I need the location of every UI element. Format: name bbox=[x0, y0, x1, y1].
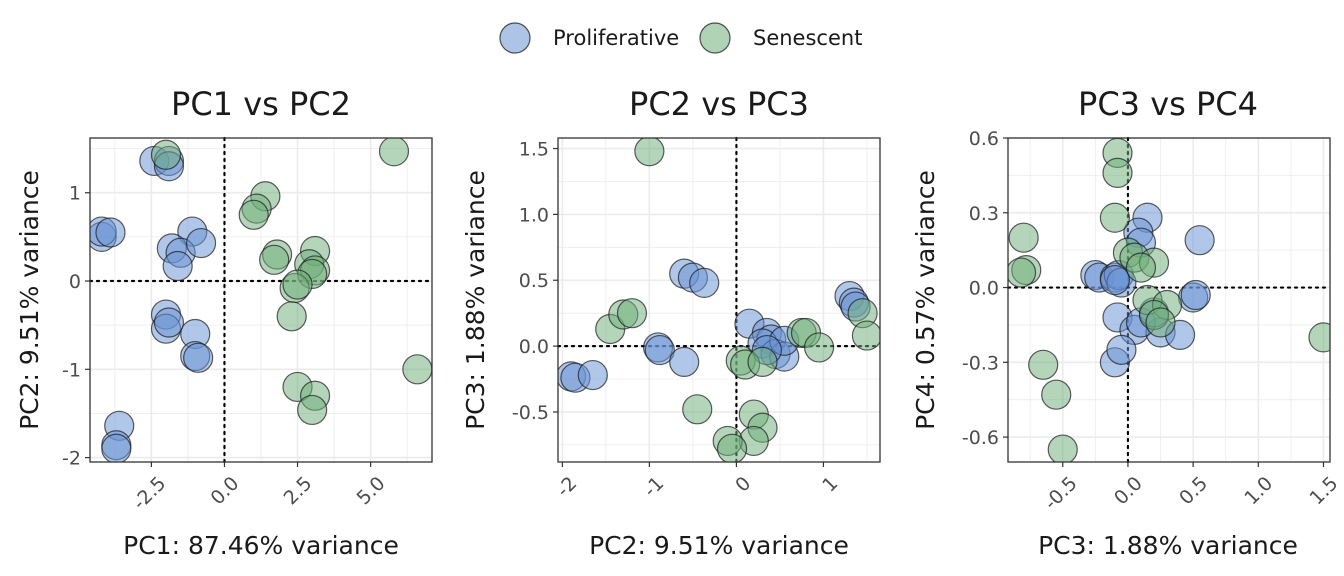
point-senescent bbox=[634, 138, 665, 167]
point-senescent bbox=[402, 354, 432, 385]
point-proliferative bbox=[689, 267, 720, 298]
y-tick-label: 0 bbox=[69, 271, 81, 293]
x-tick-label: 1 bbox=[818, 472, 842, 496]
point-senescent bbox=[1028, 349, 1059, 380]
legend-key-proliferative bbox=[499, 22, 531, 54]
data-points bbox=[90, 138, 432, 462]
y-tick-label: -0.3 bbox=[962, 352, 999, 374]
panel-background bbox=[558, 138, 880, 462]
point-senescent bbox=[259, 244, 290, 275]
x-tick-label: -1 bbox=[639, 472, 668, 501]
point-senescent bbox=[716, 433, 748, 462]
point-proliferative bbox=[162, 250, 193, 282]
point-senescent bbox=[378, 138, 410, 167]
point-senescent bbox=[1008, 257, 1037, 288]
y-tick-label: 0.5 bbox=[519, 270, 549, 292]
x-tick-label: -0.5 bbox=[1040, 472, 1082, 514]
legend: Proliferative Senescent bbox=[499, 22, 862, 54]
point-proliferative bbox=[577, 359, 608, 391]
x-axis-title: PC1: 87.46% variance bbox=[123, 531, 399, 560]
x-axis-title: PC2: 9.51% variance bbox=[589, 531, 849, 560]
point-senescent bbox=[1102, 157, 1133, 188]
panel-border bbox=[89, 137, 433, 463]
point-proliferative bbox=[1180, 279, 1211, 311]
point-proliferative bbox=[153, 307, 185, 338]
y-tick-label: 1.0 bbox=[519, 204, 549, 226]
x-tick-label: 1.5 bbox=[1305, 472, 1342, 509]
point-senescent bbox=[1145, 307, 1176, 338]
point-senescent bbox=[1008, 222, 1039, 253]
point-proliferative bbox=[95, 217, 126, 248]
y-tick-label: -2 bbox=[62, 448, 81, 470]
x-tick-label: 1.0 bbox=[1240, 472, 1277, 509]
x-tick-label: 5.0 bbox=[353, 472, 390, 509]
point-senescent bbox=[297, 394, 328, 426]
x-tick-label: 0.0 bbox=[206, 472, 243, 509]
y-tick-label: -0.5 bbox=[512, 402, 549, 424]
x-tick-label: -2.5 bbox=[129, 472, 171, 514]
y-axis-title: PC2: 9.51% variance bbox=[15, 170, 44, 430]
y-tick-label: 0.6 bbox=[969, 128, 999, 150]
legend-key-senescent bbox=[699, 22, 731, 54]
point-senescent bbox=[1047, 434, 1078, 462]
x-tick-label: 2.5 bbox=[280, 472, 317, 509]
x-axis-title: PC3: 1.88% variance bbox=[1038, 531, 1298, 560]
point-senescent bbox=[1099, 202, 1130, 233]
y-tick-label: 0.0 bbox=[969, 278, 999, 300]
panel-border bbox=[557, 137, 881, 463]
point-senescent bbox=[616, 298, 648, 329]
y-tick-label: 0.3 bbox=[969, 203, 999, 225]
y-axis-title: PC3: 1.88% variance bbox=[461, 170, 490, 430]
y-tick-label: -0.6 bbox=[962, 427, 999, 449]
y-tick-label: 0.0 bbox=[519, 336, 549, 358]
point-proliferative bbox=[101, 433, 132, 462]
point-senescent bbox=[1125, 252, 1157, 283]
point-proliferative bbox=[185, 227, 217, 259]
y-tick-label: 1 bbox=[69, 183, 81, 205]
panel-title: PC1 vs PC2 bbox=[171, 85, 351, 123]
y-axis-title: PC4: 0.57% variance bbox=[911, 170, 940, 430]
point-senescent bbox=[803, 332, 835, 363]
panel-border bbox=[1007, 137, 1331, 463]
y-tick-label: -1 bbox=[62, 359, 81, 381]
point-senescent bbox=[282, 269, 313, 300]
x-tick-label: -2 bbox=[552, 472, 581, 501]
data-points bbox=[558, 138, 880, 462]
point-senescent bbox=[1041, 379, 1072, 410]
point-proliferative bbox=[1099, 264, 1130, 296]
point-senescent bbox=[747, 346, 778, 378]
scatter-panel-3: -0.5 0.0 0.5 1.0 1.5 -0.6 -0.3 0.0 0.3 0.6 PC3 vs … bbox=[911, 85, 1342, 560]
point-proliferative bbox=[1106, 334, 1137, 365]
x-tick-label: 0.0 bbox=[1110, 472, 1147, 509]
point-senescent bbox=[276, 301, 307, 332]
data-points bbox=[1008, 138, 1330, 462]
x-tick-label: 0.5 bbox=[1175, 472, 1212, 509]
scatter-panel-2: -2 -1 0 1 -0.5 0.0 0.5 1.0 1.5 PC2 vs PC3 PC2: 9.5… bbox=[461, 85, 882, 560]
point-senescent bbox=[238, 199, 269, 230]
point-proliferative bbox=[183, 342, 214, 373]
point-proliferative bbox=[669, 346, 700, 378]
point-senescent bbox=[682, 394, 713, 425]
scatter-panel-1: -2.5 0.0 2.5 5.0 -2 -1 0 1 PC1 vs PC2 PC1: 87.46%… bbox=[15, 85, 434, 560]
point-senescent bbox=[150, 139, 182, 170]
x-tick-label: 0 bbox=[731, 472, 755, 496]
point-senescent bbox=[851, 320, 880, 351]
point-senescent bbox=[1308, 322, 1330, 353]
point-proliferative bbox=[1184, 225, 1215, 256]
panel-title: PC2 vs PC3 bbox=[629, 85, 809, 123]
y-tick-label: 1.5 bbox=[519, 139, 549, 161]
panel-title: PC3 vs PC4 bbox=[1078, 85, 1258, 123]
legend-label-proliferative: Proliferative bbox=[553, 26, 679, 50]
point-proliferative bbox=[644, 334, 675, 366]
legend-label-senescent: Senescent bbox=[753, 26, 862, 50]
